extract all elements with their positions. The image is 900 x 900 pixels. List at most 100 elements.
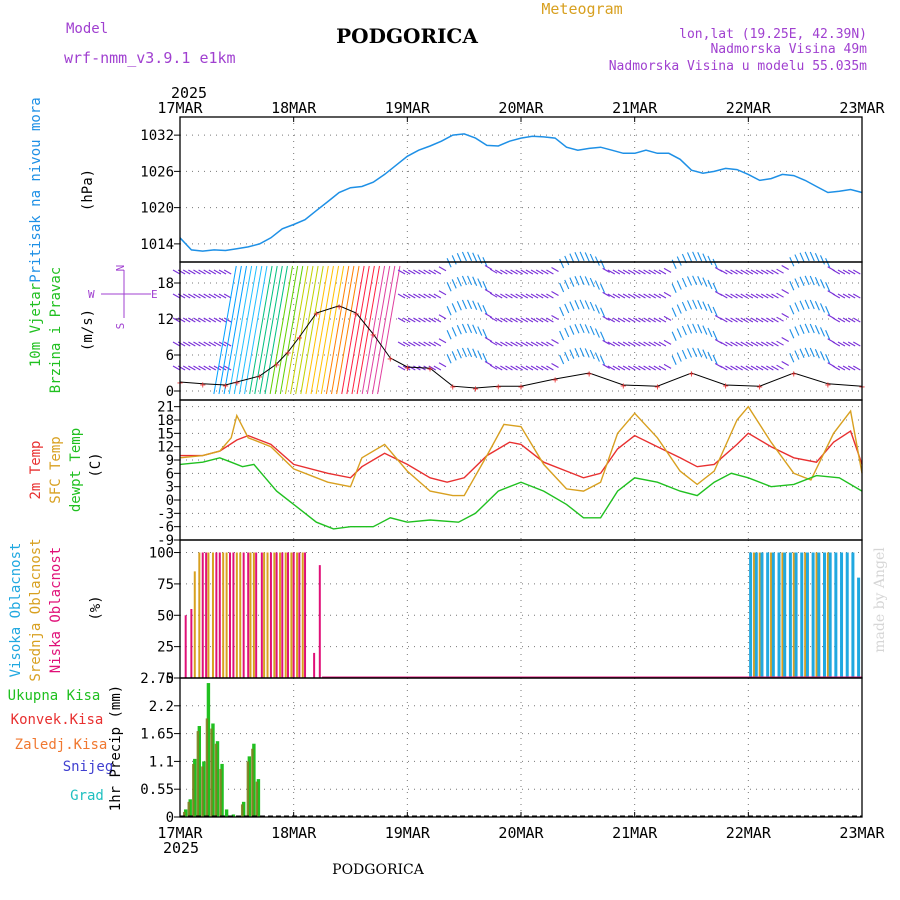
time-tick-top-22mar: 22MAR — [726, 99, 772, 117]
time-tick-top-21mar: 21MAR — [612, 99, 658, 117]
wind-marker-12: + — [387, 354, 393, 365]
pressure-line — [179, 133, 863, 252]
temperature-ytick-7: 12 — [157, 440, 174, 456]
precip-bar-total-4 — [202, 761, 206, 817]
wind-marker-27: + — [825, 380, 831, 391]
temperature-ytick-4: 3 — [166, 480, 174, 496]
precip-bar-total-11 — [241, 801, 246, 817]
precip-legend-2: Zaledj.Kisa — [15, 737, 108, 753]
model-label: Model — [66, 21, 108, 37]
precip-bar-conv-7 — [214, 743, 218, 817]
precip-ytick-0: 0 — [166, 810, 174, 826]
compass-east: E — [151, 288, 158, 301]
precip-bar-total-13 — [252, 743, 256, 817]
wind-barbs — [172, 251, 861, 395]
precip-bar-total-1 — [188, 799, 192, 817]
precip-bar-conv-3 — [196, 731, 200, 817]
precip-bar-total-14 — [256, 779, 261, 817]
wind-marker-7: + — [296, 333, 302, 344]
compass-north: N — [114, 265, 127, 272]
precip-frame — [179, 677, 863, 818]
wind-ylabel-sub: Brzina i Pravac — [48, 267, 64, 393]
temp-line-2m-temp — [180, 430, 863, 483]
time-tick-top-19mar: 19MAR — [385, 99, 431, 117]
wind-marker-23: + — [688, 369, 694, 380]
time-tick-bottom-23mar: 23MAR — [839, 824, 885, 842]
pressure-ytick-2: 1026 — [140, 164, 174, 180]
temperature-ytick-8: 15 — [157, 426, 174, 442]
cloud-ylabel-0: Visoka Oblacnost — [8, 543, 24, 678]
wind-marker-10: + — [353, 309, 359, 320]
cloud-ytick-0: 0 — [166, 671, 174, 687]
wind-marker-24: + — [723, 381, 729, 392]
time-tick-top-23mar: 23MAR — [839, 99, 885, 117]
wind-marker-26: + — [791, 369, 797, 380]
footer-city: PODGORICA — [332, 862, 425, 878]
temperature-ytick-9: 18 — [157, 413, 174, 429]
wind-speed-line — [179, 305, 863, 389]
credit-text: made by Angel — [872, 547, 888, 653]
precip-bar-total-12 — [247, 756, 252, 817]
precip-bar-total-0 — [183, 809, 188, 817]
wind-marker-5: + — [274, 360, 280, 371]
temperature-ytick-2: -3 — [157, 506, 174, 522]
time-tick-top-17mar: 17MAR — [157, 99, 203, 117]
precip-bar-conv-5 — [205, 718, 209, 817]
temp-unit: (C) — [88, 452, 104, 477]
elevation-text: Nadmorska Visina 49m — [710, 42, 867, 57]
cloud-ylabel-1: Srednja Oblacnost — [28, 538, 44, 681]
temperature-ytick-10: 21 — [157, 400, 174, 416]
precip-ytick-5: 2.75 — [140, 671, 174, 687]
wind-ytick-3: 18 — [157, 276, 174, 292]
wind-marker-6: + — [285, 348, 291, 359]
wind-marker-3: + — [234, 378, 240, 389]
pressure-panel: 1014 1020 1026 1032 — [140, 117, 863, 262]
precip-bar-conv-10 — [246, 761, 250, 817]
pressure-ytick-3: 1032 — [140, 128, 174, 144]
cloud-panel: 0 25 50 75 100 — [149, 540, 862, 687]
precip-legend-1: Konvek.Kisa — [11, 712, 104, 728]
precip-bar-conv-11 — [251, 748, 254, 817]
precip-ytick-1: 0.55 — [140, 782, 174, 798]
time-tick-bottom-20mar: 20MAR — [498, 824, 544, 842]
wind-ytick-2: 12 — [157, 312, 174, 328]
cloud-ytick-2: 50 — [157, 608, 174, 624]
wind-marker-17: + — [495, 382, 501, 393]
precip-legend-4: Grad — [70, 788, 104, 804]
temp-line-sfc-temp — [179, 405, 863, 497]
year-label-bottom: 2025 — [163, 839, 199, 857]
cloud-ytick-3: 75 — [157, 577, 174, 593]
wind-ytick-1: 6 — [166, 348, 174, 364]
time-tick-bottom-17mar: 17MAR — [157, 824, 203, 842]
precip-bar-total-10 — [231, 814, 236, 817]
temp-ylabel-2: dewpt Temp — [68, 428, 84, 512]
temp-ylabel-0: 2m Temp — [28, 440, 44, 499]
wind-marker-2: + — [222, 381, 228, 392]
time-tick-bottom-19mar: 19MAR — [385, 824, 431, 842]
precip-bar-total-7 — [215, 741, 220, 817]
wind-marker-16: + — [473, 384, 479, 395]
temperature-ytick-0: -9 — [157, 533, 174, 549]
precip-ytick-3: 1.65 — [140, 727, 174, 743]
precip-bar-conv-1 — [187, 801, 190, 817]
precip-bar-conv-4 — [201, 766, 204, 817]
wind-marker-18: + — [518, 382, 524, 393]
wind-marker-8: + — [313, 309, 319, 320]
wind-unit: (m/s) — [80, 309, 96, 351]
precip-bar-conv-6 — [210, 728, 213, 817]
wind-marker-21: + — [620, 381, 626, 392]
temperature-ytick-1: -6 — [157, 520, 174, 536]
compass-south: S — [114, 323, 127, 330]
wind-marker-13: + — [404, 363, 410, 374]
wind-marker-22: + — [654, 382, 660, 393]
compass-west: W — [88, 288, 95, 301]
precip-legend-0: Ukupna Kisa — [8, 688, 101, 704]
model-elevation-text: Nadmorska Visina u modelu 55.035m — [609, 59, 867, 74]
wind-ylabel-main: 10m Vjetar — [28, 283, 44, 367]
cloud-ylabel-2: Niska Oblacnost — [48, 547, 64, 673]
precip-bar-total-6 — [211, 723, 215, 817]
wind-marker-25: + — [757, 382, 763, 393]
precip-ytick-4: 2.2 — [149, 699, 174, 715]
temperature-ytick-3: 0 — [166, 493, 174, 509]
